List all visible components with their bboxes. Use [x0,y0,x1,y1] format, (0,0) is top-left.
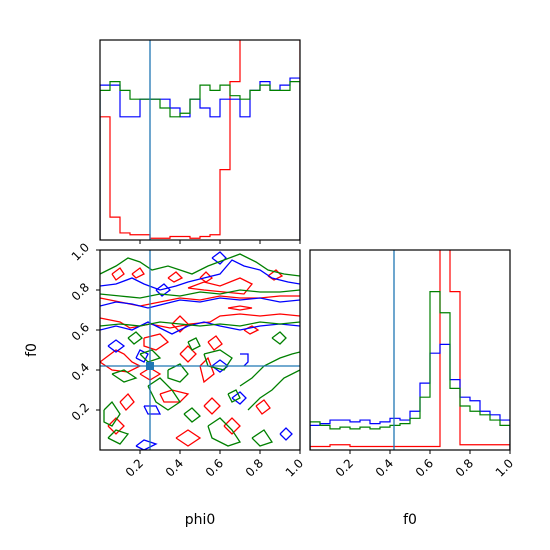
hist-phi0-red-step [100,40,300,240]
phi0-x-tick-label: 0.6 [203,456,226,479]
contour-red-20 [175,429,202,447]
contour-red-14 [207,335,223,351]
contour-green-47 [239,351,300,387]
contour-green-41 [139,349,162,363]
contour-green-54 [127,331,143,345]
contour-green-39 [100,321,300,327]
contour-green-46 [203,349,233,371]
hist-f0-blue-step [310,343,510,450]
f0-y-tick-label: 1.0 [69,240,92,263]
contour-green-48 [247,369,300,411]
contour-red-10 [100,349,142,373]
contour-green-49 [227,389,241,403]
hist-phi0-green-step [100,81,300,240]
contour-blue-28 [135,349,149,363]
contour-red-1 [131,267,145,279]
contour-blue-25 [100,297,300,309]
contour-red-12 [179,345,197,363]
contour-red-8 [171,315,189,333]
contour-red-2 [167,271,184,283]
truth-marker [146,362,154,370]
phi0-x-tick-label: 0.8 [243,456,266,479]
contour-red-16 [159,389,190,403]
contour-red-9 [227,305,253,311]
contour-red-19 [203,397,221,415]
contour-frame [99,249,301,451]
hist-f0-red-step [310,250,510,450]
contour-green-38 [100,253,300,277]
hist-phi0-blue-step [100,77,300,240]
contour-lines [100,250,300,450]
contour-red-11 [143,333,170,351]
tick-labels: 0.2 0.4 0.6 0.8 1.0 0.2 0.4 0.6 0.8 1.0 0.2 0.4 0.6 0… [69,240,516,479]
contour-blue-29 [143,405,162,415]
contour-green-43 [147,377,181,411]
xlabel-f0: f0 [403,512,417,528]
contour-red-13 [199,356,215,384]
phi0-x-tick-label: 1.0 [283,456,306,479]
histogram-f0-panel [309,249,511,454]
contour-green-50 [207,417,242,447]
contour-green-37 [100,289,300,299]
hist-f0-frame [309,249,511,451]
contour-red-18 [107,417,125,435]
contour-green-53 [271,331,287,345]
f0-y-tick-label: 0.2 [69,400,92,423]
hist-phi0-series-group [100,40,300,240]
contour-red-3 [199,271,214,283]
f0-x-tick-label: 0.8 [453,456,476,479]
histogram-phi0-panel [99,39,301,244]
hist-phi0-frame [99,39,301,241]
contour-blue-34 [240,353,249,367]
contour-blue-30 [135,439,158,450]
xlabel-phi0: phi0 [185,512,216,528]
contour-blue-35 [279,427,293,441]
contour-green-55 [187,337,201,351]
contour-red-21 [223,417,241,435]
contour-red-22 [255,399,271,415]
f0-y-tick-label: 0.8 [69,280,92,303]
phi0-x-tick-label: 0.4 [163,456,186,479]
phi0-x-tick-label: 0.2 [123,456,146,479]
contour-blue-24 [100,259,300,291]
ylabel-f0: f0 [24,343,40,357]
f0-x-tick-label: 0.6 [413,456,436,479]
f0-x-tick-label: 0.2 [333,456,356,479]
f0-y-tick-label: 0.4 [69,360,92,383]
phi0-f0-contour-panel [96,249,301,454]
f0-y-tick-label: 0.6 [69,320,92,343]
contour-green-45 [107,429,130,445]
contour-blue-26 [100,321,300,335]
contour-green-52 [183,407,201,423]
hist-f0-series-group [310,250,510,450]
hist-f0-green-step [310,291,510,450]
contour-green-40 [111,369,138,383]
contour-red-0 [111,267,125,281]
f0-x-tick-label: 0.4 [373,456,396,479]
f0-x-tick-label: 1.0 [493,456,516,479]
contour-red-23 [243,325,260,335]
contour-red-17 [119,393,135,411]
contour-green-51 [251,429,274,447]
contour-red-4 [187,277,254,295]
contour-green-42 [167,363,189,383]
contour-green-44 [103,400,121,427]
contour-blue-27 [107,339,126,353]
